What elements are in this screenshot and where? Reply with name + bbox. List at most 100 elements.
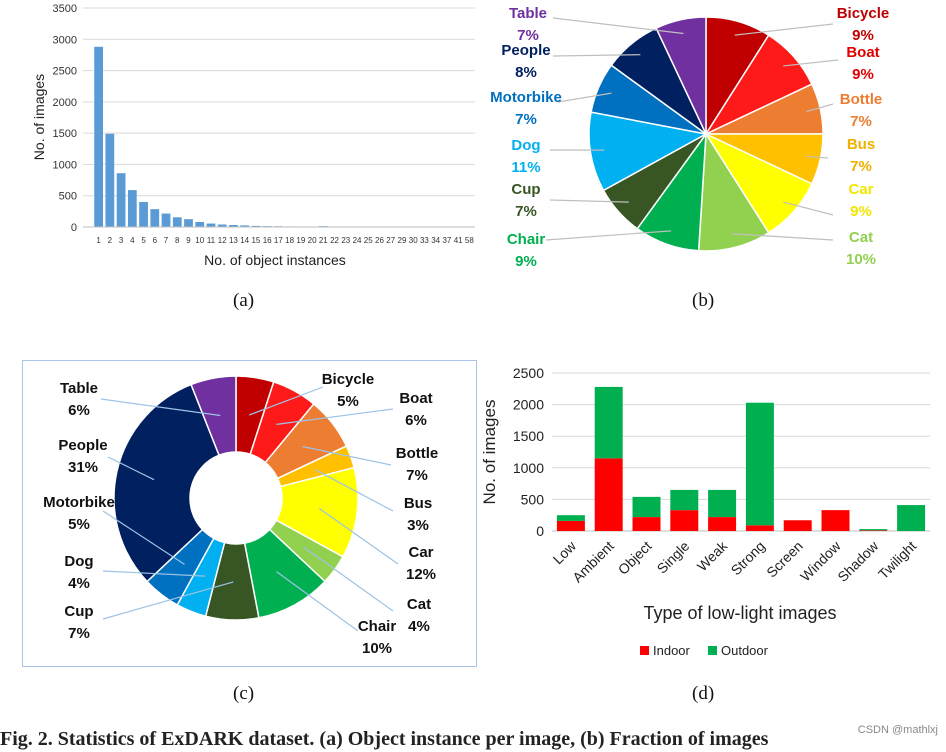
a-x-tick-label: 9 [186, 236, 191, 245]
c-leader-line [107, 456, 155, 481]
d-bar-indoor [594, 458, 623, 531]
c-slice-pct: 4% [68, 575, 90, 592]
d-x-tick-label: Ambient [569, 538, 617, 586]
a-y-tick-label: 1500 [53, 128, 77, 140]
a-y-tick-label: 1000 [53, 159, 77, 171]
b-slice-dog [588, 111, 709, 192]
d-x-tick-label: Strong [728, 538, 768, 578]
b-leader-line [734, 23, 834, 36]
d-bar-indoor [632, 517, 661, 531]
d-bar-outdoor [859, 529, 888, 531]
d-bar-indoor [783, 520, 812, 531]
a-x-tick-label: 5 [141, 236, 146, 245]
c-slice-label: Chair [358, 618, 397, 635]
c-slice-pct: 6% [405, 412, 427, 429]
a-x-tick-label: 7 [164, 236, 169, 245]
d-bar-outdoor [897, 505, 926, 531]
a-x-tick-label: 12 [218, 236, 227, 245]
c-slice-label: Cup [64, 603, 93, 620]
c-slice-pct: 7% [68, 625, 90, 642]
a-bar [127, 190, 137, 227]
a-y-tick-label: 500 [59, 191, 77, 203]
a-y-tick-label: 2500 [53, 66, 77, 78]
a-bar [195, 221, 205, 227]
b-slice-cat [697, 131, 770, 252]
a-y-axis-label: No. of images [31, 74, 47, 160]
a-bar [139, 201, 148, 227]
caption-d: (d) [692, 683, 715, 704]
c-slice-table [190, 375, 237, 457]
a-x-tick-label: 34 [431, 236, 440, 245]
b-leader-line [806, 155, 829, 159]
chart-b-svg: Bicycle9%Boat9%Bottle7%Bus7%Car9%Cat10%C… [490, 5, 890, 270]
b-leader-line [731, 233, 834, 241]
figure-caption-text: Fig. 2. Statistics of ExDARK dataset. (a… [0, 728, 769, 750]
a-x-tick-label: 30 [409, 236, 418, 245]
d-y-tick-label: 2000 [513, 397, 544, 413]
c-slice-pct: 5% [68, 516, 90, 533]
a-x-axis-label: No. of object instances [204, 252, 346, 268]
c-slice-pct: 3% [407, 517, 429, 534]
b-slice-label: Table [509, 5, 547, 22]
b-leader-line [549, 199, 629, 203]
a-x-tick-label: 4 [130, 236, 135, 245]
a-bar [240, 225, 250, 227]
figure-footer: Fig. 2. Statistics of ExDARK dataset. (a… [0, 722, 946, 752]
a-x-tick-label: 37 [442, 236, 451, 245]
a-bar [206, 223, 216, 227]
b-leader-line [545, 230, 672, 241]
d-bar-indoor [556, 520, 585, 531]
b-slice-pct: 7% [515, 111, 537, 128]
d-y-tick-label: 500 [521, 491, 545, 507]
d-y-tick-label: 0 [536, 523, 544, 539]
d-legend: Indoor Outdoor [640, 643, 769, 658]
c-slice-pct: 4% [408, 618, 430, 635]
b-slice-pct: 10% [846, 251, 876, 268]
b-slice-pct: 7% [515, 203, 537, 220]
d-bar-outdoor [670, 489, 699, 511]
a-bar [105, 133, 115, 227]
a-y-tick-label: 3000 [53, 34, 77, 46]
b-leader-line [552, 17, 684, 35]
a-x-tick-label: 29 [398, 236, 407, 245]
caption-a: (a) [233, 290, 255, 311]
b-slice-pct: 9% [852, 66, 874, 83]
d-y-tick-label: 2500 [513, 365, 544, 381]
c-leader-line [276, 408, 394, 425]
d-legend-swatch-indoor [640, 646, 649, 655]
d-bar-indoor [859, 530, 888, 531]
d-x-tick-label: Low [550, 537, 580, 567]
a-x-tick-label: 24 [353, 236, 362, 245]
c-leader-line [314, 469, 394, 512]
c-leader-line [276, 571, 359, 632]
chart-d-svg: 0 500 1000 1500 2000 2500 LowAmbientObjectSin… [480, 365, 930, 658]
a-x-tick-label: 20 [308, 236, 317, 245]
d-legend-label-outdoor: Outdoor [721, 643, 769, 658]
a-bar [150, 209, 160, 227]
a-x-tick-label: 25 [364, 236, 373, 245]
caption-b: (b) [692, 290, 715, 311]
b-slice-label: Bicycle [837, 5, 890, 22]
c-slice-label: Bicycle [322, 371, 375, 388]
a-x-tick-label: 13 [229, 236, 238, 245]
a-x-tick-label: 21 [319, 236, 328, 245]
b-slice-pct: 9% [850, 203, 872, 220]
a-x-tick-label: 41 [454, 236, 463, 245]
a-x-tick-label: 23 [341, 236, 350, 245]
a-x-tick-label: 19 [296, 236, 305, 245]
caption-c: (c) [233, 683, 255, 704]
c-leader-line [248, 386, 324, 416]
chart-c: Bicycle 5% Boat 6% Bottle 7% Bus 3% Car 12% Cat 4% C… [22, 360, 477, 667]
c-leader-line [102, 510, 185, 565]
a-bar [229, 224, 238, 227]
a-x-tick-label: 2 [108, 236, 113, 245]
a-y-tick-label: 0 [71, 222, 77, 234]
chart-a: 0 500 1000 1500 2000 2500 3000 3500 1 2 3 4 5 6 7 8 9 10… [10, 0, 480, 275]
d-bar-outdoor [632, 496, 661, 518]
a-x-tick-label: 16 [263, 236, 272, 245]
d-x-tick-label: Weak [694, 537, 731, 574]
c-slice-pct: 31% [68, 459, 98, 476]
c-slice-pct: 10% [362, 640, 392, 657]
d-bar-outdoor [708, 489, 737, 518]
